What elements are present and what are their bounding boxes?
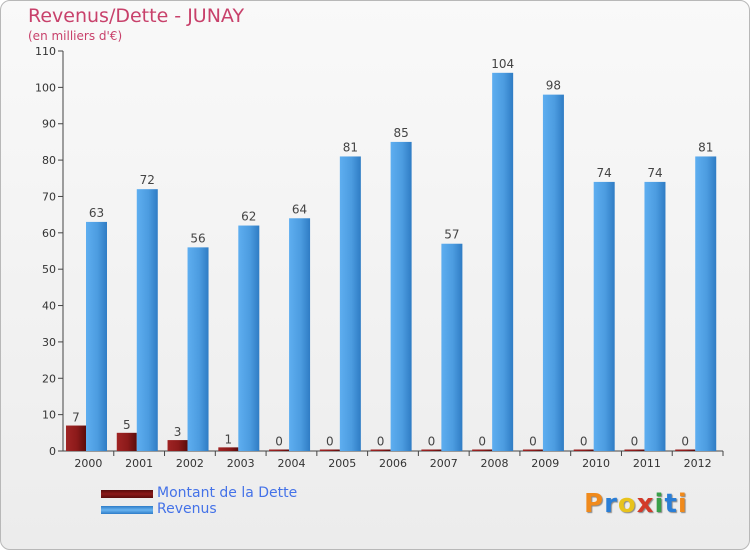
debt-bar xyxy=(269,449,290,451)
debt-value-label: 0 xyxy=(580,435,588,449)
x-tick-label: 2007 xyxy=(430,457,458,470)
revenue-value-label: 81 xyxy=(343,140,358,154)
x-tick-label: 2000 xyxy=(74,457,102,470)
y-tick-label: 90 xyxy=(42,118,56,131)
legend-label-revenue: Revenus xyxy=(157,501,217,517)
logo-letter: r xyxy=(604,489,618,519)
debt-value-label: 0 xyxy=(428,435,436,449)
x-tick-label: 2003 xyxy=(227,457,255,470)
proxiti-logo: Proxiti xyxy=(584,489,688,519)
revenue-value-label: 74 xyxy=(597,166,612,180)
y-tick-label: 70 xyxy=(42,190,56,203)
revenue-value-label: 104 xyxy=(491,57,514,71)
chart-subtitle: (en milliers d'€) xyxy=(28,29,123,43)
debt-value-label: 0 xyxy=(377,435,385,449)
y-tick-label: 0 xyxy=(49,445,56,458)
revenue-bar xyxy=(136,189,158,451)
debt-value-label: 0 xyxy=(275,435,283,449)
debt-value-label: 3 xyxy=(174,425,182,439)
logo-letter: t xyxy=(664,489,678,519)
revenue-bar xyxy=(339,156,361,452)
logo-letter: P xyxy=(584,489,605,519)
debt-value-label: 1 xyxy=(224,432,232,446)
revenue-value-label: 85 xyxy=(393,126,408,140)
debt-bar xyxy=(624,449,645,451)
revenue-bar xyxy=(644,181,666,451)
debt-bar xyxy=(167,440,188,451)
revenue-bar xyxy=(390,141,412,451)
x-tick-label: 2009 xyxy=(531,457,559,470)
x-tick-label: 2011 xyxy=(633,457,661,470)
revenue-value-label: 74 xyxy=(647,166,662,180)
y-tick-label: 40 xyxy=(42,300,56,313)
x-tick-label: 2001 xyxy=(125,457,153,470)
y-tick-label: 10 xyxy=(42,409,56,422)
x-tick-label: 2006 xyxy=(379,457,407,470)
revenue-bar xyxy=(238,225,260,451)
y-tick-label: 60 xyxy=(42,227,56,240)
revenue-bar xyxy=(289,218,311,451)
debt-bar xyxy=(370,449,391,451)
y-tick-label: 20 xyxy=(42,372,56,385)
y-tick-label: 110 xyxy=(35,45,56,58)
x-tick-label: 2005 xyxy=(328,457,356,470)
debt-value-label: 0 xyxy=(326,435,334,449)
x-tick-label: 2002 xyxy=(176,457,204,470)
revenue-bar xyxy=(492,72,514,452)
chart-title: Revenus/Dette - JUNAY xyxy=(28,5,245,27)
revenue-bar xyxy=(86,221,107,451)
revenue-bar xyxy=(187,247,209,451)
x-tick-label: 2004 xyxy=(277,457,305,470)
logo-letter: o xyxy=(617,489,637,519)
debt-value-label: 0 xyxy=(529,435,537,449)
legend-swatch-debt xyxy=(101,490,153,498)
y-tick-label: 80 xyxy=(42,154,56,167)
logo-letter: i xyxy=(677,489,688,519)
debt-value-label: 0 xyxy=(631,435,639,449)
debt-bar xyxy=(472,449,493,451)
revenue-bar xyxy=(695,156,717,452)
revenue-bar xyxy=(542,94,564,452)
debt-bar xyxy=(573,449,594,451)
revenue-bar xyxy=(593,181,615,451)
debt-value-label: 7 xyxy=(72,411,80,425)
revenue-value-label: 81 xyxy=(698,140,713,154)
debt-bar xyxy=(675,449,696,451)
x-tick-label: 2012 xyxy=(684,457,712,470)
revenue-value-label: 62 xyxy=(241,210,256,224)
revenue-value-label: 64 xyxy=(292,202,307,216)
revenue-value-label: 57 xyxy=(444,228,459,242)
x-tick-label: 2010 xyxy=(582,457,610,470)
y-tick-label: 50 xyxy=(42,263,56,276)
revenue-value-label: 72 xyxy=(140,173,155,187)
debt-value-label: 0 xyxy=(681,435,689,449)
debt-bar xyxy=(522,449,543,451)
y-tick-label: 30 xyxy=(42,336,56,349)
debt-bar xyxy=(421,449,442,451)
logo-letter: i xyxy=(654,489,665,519)
revenue-value-label: 98 xyxy=(546,79,561,93)
debt-value-label: 0 xyxy=(478,435,486,449)
debt-bar xyxy=(218,447,239,451)
debt-value-label: 5 xyxy=(123,418,131,432)
x-tick-label: 2008 xyxy=(481,457,509,470)
legend-label-debt: Montant de la Dette xyxy=(157,485,298,501)
revenue-value-label: 63 xyxy=(89,206,104,220)
revenue-value-label: 56 xyxy=(190,231,205,245)
revenue-bar xyxy=(441,243,463,451)
debt-bar xyxy=(116,432,137,451)
legend-swatch-revenue xyxy=(101,506,153,514)
y-tick-label: 100 xyxy=(35,81,56,94)
debt-bar xyxy=(319,449,340,451)
logo-letter: x xyxy=(636,489,655,519)
debt-bar xyxy=(66,425,86,451)
